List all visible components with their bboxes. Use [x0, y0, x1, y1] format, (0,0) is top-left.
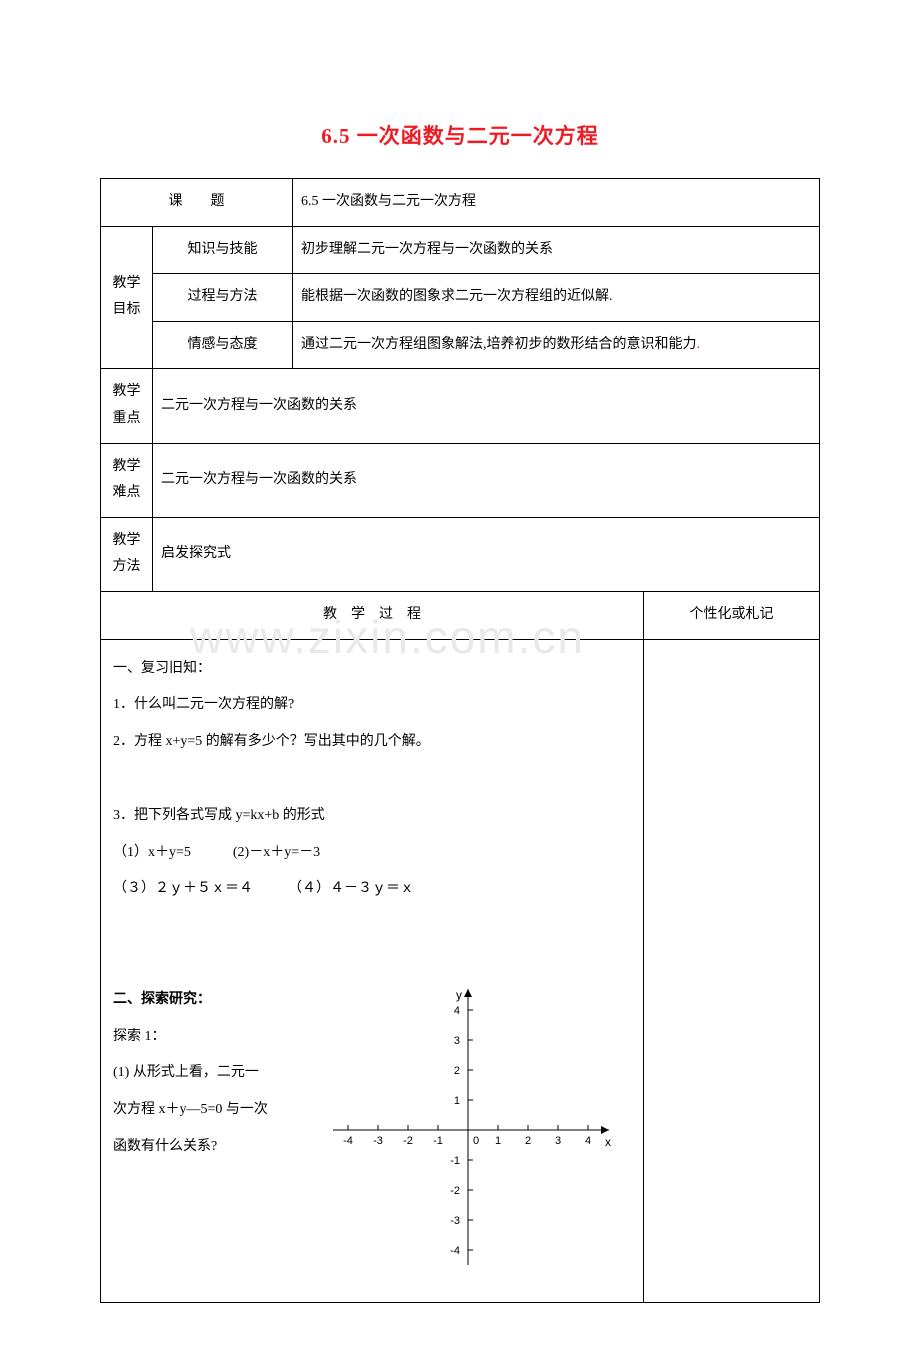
- lesson-table: 课 题 6.5 一次函数与二元一次方程 教学目标 知识与技能 初步理解二元一次方…: [100, 178, 820, 1303]
- coordinate-axis: -4 -3 -2 -1 0 1 2 3 4 4 3 2 1 -1 -2 -3 -4 x y: [323, 985, 613, 1288]
- svg-text:-1: -1: [433, 1135, 443, 1147]
- section2-title: 二、探索研究：: [113, 985, 303, 1016]
- method-label: 教学方法: [101, 517, 153, 591]
- table-row: 教学方法 启发探究式: [101, 517, 820, 591]
- explore1-p1: (1) 从形式上看，二元一: [113, 1058, 303, 1089]
- topic-label: 课 题: [101, 179, 293, 227]
- section1-title: 一、复习旧知：: [113, 654, 631, 685]
- goal3-label: 情感与态度: [153, 321, 293, 369]
- review-q2: 2．方程 x+y=5 的解有多少个？写出其中的几个解。: [113, 727, 631, 758]
- focus-value: 二元一次方程与一次函数的关系: [153, 369, 820, 443]
- goal3-value: 通过二元一次方程组图象解法,培养初步的数形结合的意识和能力.: [293, 321, 820, 369]
- svg-text:-3: -3: [450, 1215, 460, 1227]
- goal2-label: 过程与方法: [153, 274, 293, 322]
- goal1-label: 知识与技能: [153, 226, 293, 274]
- focus-label: 教学重点: [101, 369, 153, 443]
- svg-text:2: 2: [454, 1065, 460, 1077]
- svg-text:-2: -2: [450, 1185, 460, 1197]
- goal-label: 教学目标: [101, 226, 153, 369]
- table-row: 教学难点 二元一次方程与一次函数的关系: [101, 443, 820, 517]
- table-row: 教 学 过 程 个性化或札记: [101, 591, 820, 639]
- page-title: 6.5 一次函数与二元一次方程: [100, 120, 820, 150]
- svg-text:-2: -2: [403, 1135, 413, 1147]
- svg-text:0: 0: [473, 1135, 479, 1147]
- goal1-value: 初步理解二元一次方程与一次函数的关系: [293, 226, 820, 274]
- table-row: 过程与方法 能根据一次函数的图象求二元一次方程组的近似解.: [101, 274, 820, 322]
- review-q1: 1．什么叫二元一次方程的解?: [113, 690, 631, 721]
- svg-text:x: x: [605, 1135, 611, 1149]
- review-q3: 3．把下列各式写成 y=kx+b 的形式: [113, 801, 631, 832]
- topic-value: 6.5 一次函数与二元一次方程: [293, 179, 820, 227]
- svg-text:4: 4: [585, 1135, 591, 1147]
- review-q3-line2: （３）２ｙ＋５ｘ＝４ （４）４－３ｙ＝ｘ: [113, 874, 631, 905]
- svg-text:-3: -3: [373, 1135, 383, 1147]
- review-q3-line1: （1）x＋y=5 (2)－x＋y=－3: [113, 838, 631, 869]
- svg-text:3: 3: [454, 1035, 460, 1047]
- svg-text:-4: -4: [343, 1135, 353, 1147]
- notes-content: [644, 639, 820, 1302]
- process-content: 一、复习旧知： 1．什么叫二元一次方程的解? 2．方程 x+y=5 的解有多少个…: [101, 639, 644, 1302]
- method-value: 启发探究式: [153, 517, 820, 591]
- notes-label: 个性化或札记: [644, 591, 820, 639]
- table-row: 情感与态度 通过二元一次方程组图象解法,培养初步的数形结合的意识和能力.: [101, 321, 820, 369]
- svg-text:1: 1: [454, 1095, 460, 1107]
- table-row: 教学目标 知识与技能 初步理解二元一次方程与一次函数的关系: [101, 226, 820, 274]
- table-row: 教学重点 二元一次方程与一次函数的关系: [101, 369, 820, 443]
- svg-text:1: 1: [495, 1135, 501, 1147]
- svg-text:y: y: [456, 988, 462, 1002]
- explore1-p3: 函数有什么关系?: [113, 1132, 303, 1163]
- diff-value: 二元一次方程与一次函数的关系: [153, 443, 820, 517]
- table-row: 一、复习旧知： 1．什么叫二元一次方程的解? 2．方程 x+y=5 的解有多少个…: [101, 639, 820, 1302]
- diff-label: 教学难点: [101, 443, 153, 517]
- svg-text:-1: -1: [450, 1155, 460, 1167]
- svg-text:4: 4: [454, 1005, 460, 1017]
- process-label: 教 学 过 程: [101, 591, 644, 639]
- explore1-label: 探索 1：: [113, 1022, 303, 1053]
- goal2-value: 能根据一次函数的图象求二元一次方程组的近似解.: [293, 274, 820, 322]
- table-row: 课 题 6.5 一次函数与二元一次方程: [101, 179, 820, 227]
- svg-text:3: 3: [555, 1135, 561, 1147]
- explore1-p2: 次方程 x＋y—5=0 与一次: [113, 1095, 303, 1126]
- svg-text:-4: -4: [450, 1245, 460, 1257]
- svg-text:2: 2: [525, 1135, 531, 1147]
